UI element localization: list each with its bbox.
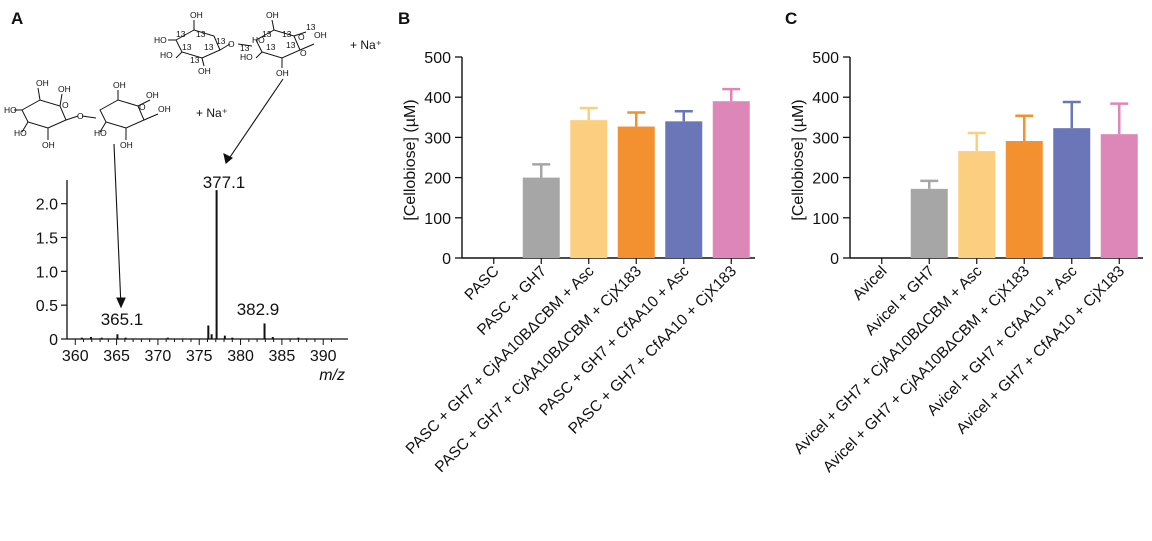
bar — [1100, 134, 1138, 258]
mol2-label: HO — [160, 50, 173, 60]
y-tick-label: 400 — [424, 90, 451, 107]
x-category-label: PASC + GH7 + CfAA10 + CjX183 — [565, 263, 740, 438]
mol2-label: O — [298, 32, 305, 42]
bar — [1005, 141, 1043, 258]
mol2-label: 13 — [286, 40, 296, 50]
mol1-ion: + Na⁺ — [196, 106, 228, 120]
bar — [570, 120, 608, 258]
bar — [617, 126, 655, 259]
mol2-label: 13 — [306, 22, 316, 32]
bar — [522, 177, 560, 258]
y-tick-label: 0 — [49, 332, 58, 349]
x-tick-label: 385 — [269, 348, 296, 365]
mol1-label: HO — [94, 128, 107, 138]
y-tick-label: 0 — [830, 251, 839, 268]
mol2-label: 13 — [182, 42, 192, 52]
mol2-label: 13 — [266, 42, 276, 52]
mol2-label: 13 — [216, 36, 226, 46]
mol2-ion: + Na⁺ — [350, 38, 382, 52]
y-tick-label: 0.5 — [36, 298, 58, 315]
x-tick-label: 370 — [145, 348, 172, 365]
y-tick-label: 200 — [424, 171, 451, 188]
mol1-label: O — [62, 100, 69, 110]
y-axis-title-c: [Cellobiose] (µM) — [790, 99, 807, 220]
x-tick-label: 380 — [227, 348, 254, 365]
peak-label: 382.9 — [237, 300, 280, 319]
mol2-label: OH — [276, 68, 289, 78]
x-axis-title: m/z — [319, 367, 345, 384]
mol2-label: 13 — [282, 29, 292, 39]
mol1-label: OH — [42, 140, 55, 150]
peak-arrows — [113, 78, 284, 309]
y-tick-label: 1.5 — [36, 231, 58, 248]
x-tick-label: 365 — [103, 348, 130, 365]
x-tick-label: 390 — [310, 348, 337, 365]
labelled-cellobiose-structure — [168, 19, 315, 68]
mol1-label: O — [139, 102, 146, 112]
x-category-label: Avicel + GH7 + CfAA10 + CjX183 — [953, 263, 1128, 438]
mol2-label: 13 — [204, 42, 214, 52]
cellobiose-structure — [14, 87, 159, 140]
mol1-label: OH — [36, 78, 49, 88]
y-tick-label: 200 — [812, 171, 839, 188]
mol1-label: OH — [120, 140, 133, 150]
x-tick-label: 360 — [62, 348, 89, 365]
y-tick-label: 1.0 — [36, 264, 58, 281]
bar — [1053, 128, 1091, 258]
mol1-label: OH — [146, 90, 159, 100]
mol2-label: OH — [314, 30, 327, 40]
bar — [665, 121, 703, 258]
mol2-label: HO — [252, 35, 265, 45]
labelled-cellobiose-labels: OH 13 13 13 HO 13 13 HO 13 O 13 HO 13 13… — [154, 10, 382, 78]
mol2-label: 13 — [240, 43, 250, 53]
mol2-label: O — [228, 39, 235, 49]
bar — [910, 188, 948, 258]
mol2-label: OH — [198, 66, 211, 76]
x-category-label: PASC — [462, 263, 503, 304]
peak-label: 365.1 — [101, 310, 144, 329]
y-tick-label: 2.0 — [36, 197, 58, 214]
x-tick-label: 375 — [186, 348, 213, 365]
mol1-label: OH — [113, 80, 126, 90]
mol2-label: OH — [190, 10, 203, 20]
panel-a: A OH OH OH HO HO HO O O O — [4, 9, 382, 384]
y-tick-label: 500 — [424, 50, 451, 67]
mol2-label: 13 — [262, 29, 272, 39]
mol1-label: OH — [158, 104, 171, 114]
peak-label: 377.1 — [203, 173, 246, 192]
y-tick-label: 400 — [812, 90, 839, 107]
panel-b: B [Cellobiose] (µM) 0 100 200 300 400 500 PASC… — [398, 9, 755, 476]
spectrum-plot: 0 0.5 1.0 1.5 2.0 360 365 370 375 380 385 390 m/z 377… — [36, 173, 348, 384]
y-tick-label: 300 — [424, 130, 451, 147]
mol2-label: 13 — [196, 29, 206, 39]
cellobiose-labels: OH OH OH HO HO HO O O O OH OH OH OH + Na… — [4, 78, 228, 150]
y-tick-label: 500 — [812, 50, 839, 67]
mol1-label: HO — [4, 105, 17, 115]
y-tick-label: 100 — [424, 211, 451, 228]
y-tick-label: 0 — [442, 251, 451, 268]
mol2-label: OH — [266, 10, 279, 20]
mol1-label: OH — [58, 84, 71, 94]
y-tick-label: 100 — [812, 211, 839, 228]
mol2-label: 13 — [190, 55, 200, 65]
mol2-label: HO — [154, 35, 167, 45]
mol2-label: O — [300, 48, 307, 58]
panel-label-c: C — [785, 9, 797, 28]
bar — [712, 101, 750, 258]
mol2-label: 13 — [176, 29, 186, 39]
y-axis-title-b: [Cellobiose] (µM) — [402, 99, 419, 220]
x-category-label: Avicel — [850, 263, 891, 304]
panel-label-a: A — [11, 9, 23, 28]
bar — [958, 151, 996, 258]
panel-c: C [Cellobiose] (µM) 0 100 200 300 400 500 Avic… — [785, 9, 1143, 476]
panel-label-b: B — [398, 9, 410, 28]
y-tick-label: 300 — [812, 130, 839, 147]
mol1-label: HO — [14, 128, 27, 138]
mol1-label: O — [77, 111, 84, 121]
mol2-label: HO — [240, 52, 253, 62]
